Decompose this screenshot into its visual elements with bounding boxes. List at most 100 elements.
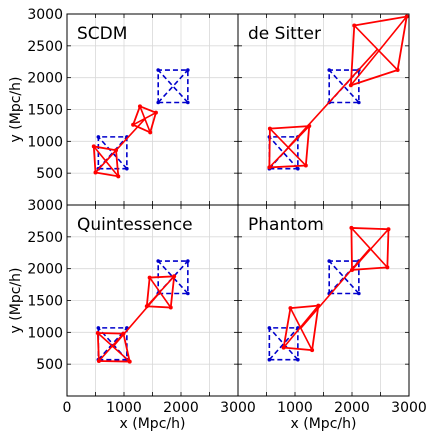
y-tick-label: 3000 (27, 7, 63, 23)
reference-point (186, 291, 190, 296)
x-tick-label: 3000 (391, 400, 427, 416)
reference-point (156, 68, 160, 72)
reference-point (186, 259, 190, 263)
model-point (385, 265, 390, 270)
model-diagonal (350, 227, 388, 268)
model-point (116, 174, 121, 179)
x-tick-label: 1000 (277, 400, 313, 416)
reference-diagonal (268, 136, 299, 170)
model-point (168, 305, 173, 310)
model-point (127, 359, 132, 364)
model-point (148, 130, 153, 135)
model-point (303, 163, 308, 168)
y-tick-label: 2500 (27, 230, 63, 246)
model-point (131, 122, 136, 127)
reference-diagonal (268, 327, 299, 361)
model-diagonal (289, 307, 313, 351)
model-point (93, 170, 98, 175)
reference-point (156, 100, 160, 105)
y-tick-label: 1000 (27, 134, 63, 150)
x-tick-label: 0 (63, 400, 72, 416)
reference-square (328, 260, 360, 295)
y-tick-label: 500 (36, 357, 63, 373)
x-tick-label: 2000 (334, 400, 370, 416)
y-tick-label: 1000 (27, 325, 63, 341)
y-tick-label: 2000 (27, 71, 63, 87)
model-point (349, 225, 354, 230)
connecting-line (105, 118, 146, 162)
x-tick-label: 1000 (106, 400, 142, 416)
y-tick-label: 3000 (27, 198, 63, 214)
reference-point (296, 357, 300, 362)
y-axis-label-bottom: y (Mpc/h) (8, 268, 24, 334)
connecting-line (300, 248, 371, 329)
model-point (267, 126, 272, 131)
x-tick-label: 3000 (220, 400, 256, 416)
y-axis-label-top: y (Mpc/h) (8, 77, 24, 143)
model-point (95, 330, 100, 335)
panel-de-sitter: de Sitter (237, 13, 410, 206)
model-point (310, 348, 315, 353)
panel-title: de Sitter (248, 24, 321, 44)
panel-scdm: SCDM (66, 13, 239, 206)
model-point (404, 14, 409, 19)
model-point (281, 345, 286, 350)
panel-quintessence: Quintessence (66, 204, 239, 397)
model-point (147, 275, 152, 280)
tick-labels: 500 1000 1500 2000 2500 3000 500 1000 1500 2000 25… (27, 7, 426, 416)
y-tick-label: 1500 (27, 294, 63, 310)
panels-group: SCDM de Sitter Quintessence Phantom (66, 13, 410, 397)
panel-title: SCDM (77, 24, 127, 44)
model-point (288, 306, 293, 311)
reference-diagonal (328, 69, 360, 104)
reference-square (328, 69, 360, 104)
connecting-line (111, 291, 161, 348)
model-diagonal (269, 128, 307, 167)
reference-point (96, 135, 101, 139)
y-tick-label: 1500 (27, 103, 63, 119)
model-point (96, 358, 101, 363)
model-point (267, 165, 272, 170)
model-diagonal (97, 332, 131, 363)
reference-point (186, 100, 190, 105)
reference-point (186, 68, 190, 72)
reference-diagonal (157, 69, 189, 104)
model-point (91, 144, 96, 149)
panel-title: Phantom (248, 215, 324, 235)
reference-point (125, 166, 129, 171)
model-point (386, 227, 391, 232)
model-diagonal (353, 24, 399, 71)
reference-diagonal (157, 69, 189, 104)
model-point (153, 110, 158, 115)
reference-point (96, 326, 101, 330)
reference-point (357, 291, 361, 296)
panel-title: Quintessence (77, 215, 193, 235)
reference-diagonal (268, 327, 299, 361)
model-point (137, 104, 142, 109)
reference-diagonal (97, 136, 128, 170)
y-tick-label: 2000 (27, 262, 63, 278)
reference-point (357, 100, 361, 105)
reference-diagonal (157, 260, 189, 295)
reference-point (296, 166, 300, 171)
x-axis-label-left: x (Mpc/h) (120, 416, 186, 432)
reference-diagonal (97, 136, 128, 170)
reference-diagonal (328, 260, 360, 295)
model-point (352, 23, 357, 28)
panel-phantom: Phantom (237, 204, 410, 397)
reference-square (157, 69, 189, 104)
reference-diagonal (157, 260, 189, 295)
model-point (395, 68, 400, 73)
reference-point (267, 326, 272, 330)
model-diagonal (282, 305, 319, 349)
model-point (172, 274, 177, 279)
x-tick-label: 2000 (163, 400, 199, 416)
connecting-line (287, 48, 378, 148)
y-tick-label: 2500 (27, 39, 63, 55)
model-diagonal (350, 16, 408, 86)
x-axis-label-right: x (Mpc/h) (291, 416, 357, 432)
reference-point (267, 357, 272, 362)
reference-square (157, 260, 189, 295)
y-tick-label: 500 (36, 166, 63, 182)
